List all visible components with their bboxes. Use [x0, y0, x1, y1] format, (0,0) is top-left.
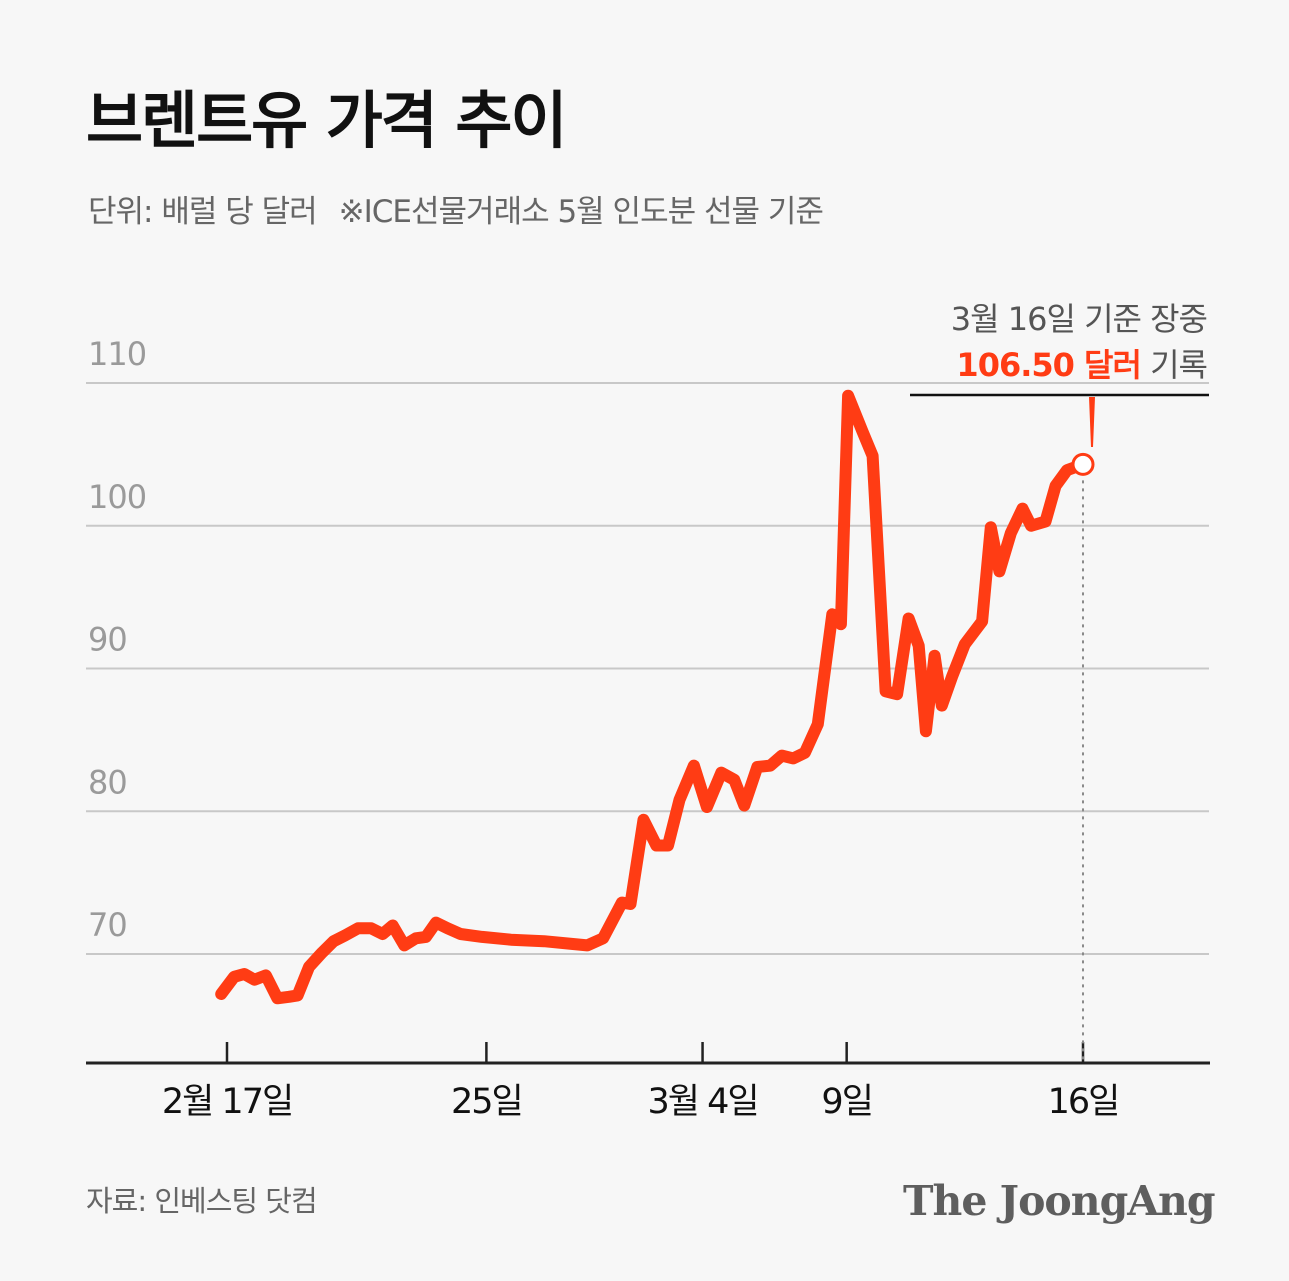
annotation-pointer [1089, 397, 1095, 447]
y-tick-label-100: 100 [88, 478, 146, 516]
x-tick-label-0: 2월 17일 [162, 1082, 292, 1122]
svg-text:106.50 달러 기록: 106.50 달러 기록 [956, 346, 1207, 384]
y-tick-label-110: 110 [88, 335, 146, 373]
basis-note: ※ICE선물거래소 5월 인도분 선물 기준 [338, 194, 824, 230]
source-note: 자료: 인베스팅 닷컴 [86, 1184, 318, 1218]
latest-value-marker [1071, 452, 1095, 476]
y-tick-label-70: 70 [88, 906, 127, 944]
annotation-suffix: 기록 [1150, 346, 1207, 384]
unit-label: 단위: 배럴 당 달러 [88, 194, 318, 230]
x-tick-label-2: 3월 4일 [648, 1082, 758, 1122]
y-tick-label-80: 80 [88, 763, 127, 801]
annotation-line-1: 3월 16일 기준 장중 [951, 300, 1207, 338]
x-tick-label-4: 16일 [1048, 1082, 1119, 1122]
brent-price-line [215, 389, 1089, 1005]
chart-title: 브렌트유 가격 추이 [86, 84, 567, 157]
y-tick-label-90: 90 [88, 621, 127, 659]
x-tick-label-3: 9일 [821, 1082, 871, 1122]
annotation-value: 106.50 달러 [956, 346, 1141, 384]
brand-logo: The JoongAng [903, 1177, 1216, 1225]
chart-subtitle: 단위: 배럴 당 달러 ※ICE선물거래소 5월 인도분 선물 기준 [88, 186, 824, 231]
x-tick-label-1: 25일 [451, 1082, 522, 1122]
